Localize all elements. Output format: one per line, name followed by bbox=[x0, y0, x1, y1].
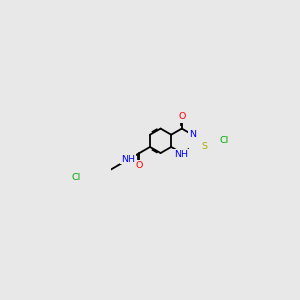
Text: Cl: Cl bbox=[71, 173, 80, 182]
Text: NH: NH bbox=[174, 150, 188, 159]
Text: S: S bbox=[202, 142, 208, 152]
Text: N: N bbox=[189, 130, 196, 139]
Text: O: O bbox=[178, 112, 185, 121]
Text: NH: NH bbox=[121, 155, 135, 164]
Text: Cl: Cl bbox=[220, 136, 229, 145]
Text: O: O bbox=[136, 161, 143, 170]
